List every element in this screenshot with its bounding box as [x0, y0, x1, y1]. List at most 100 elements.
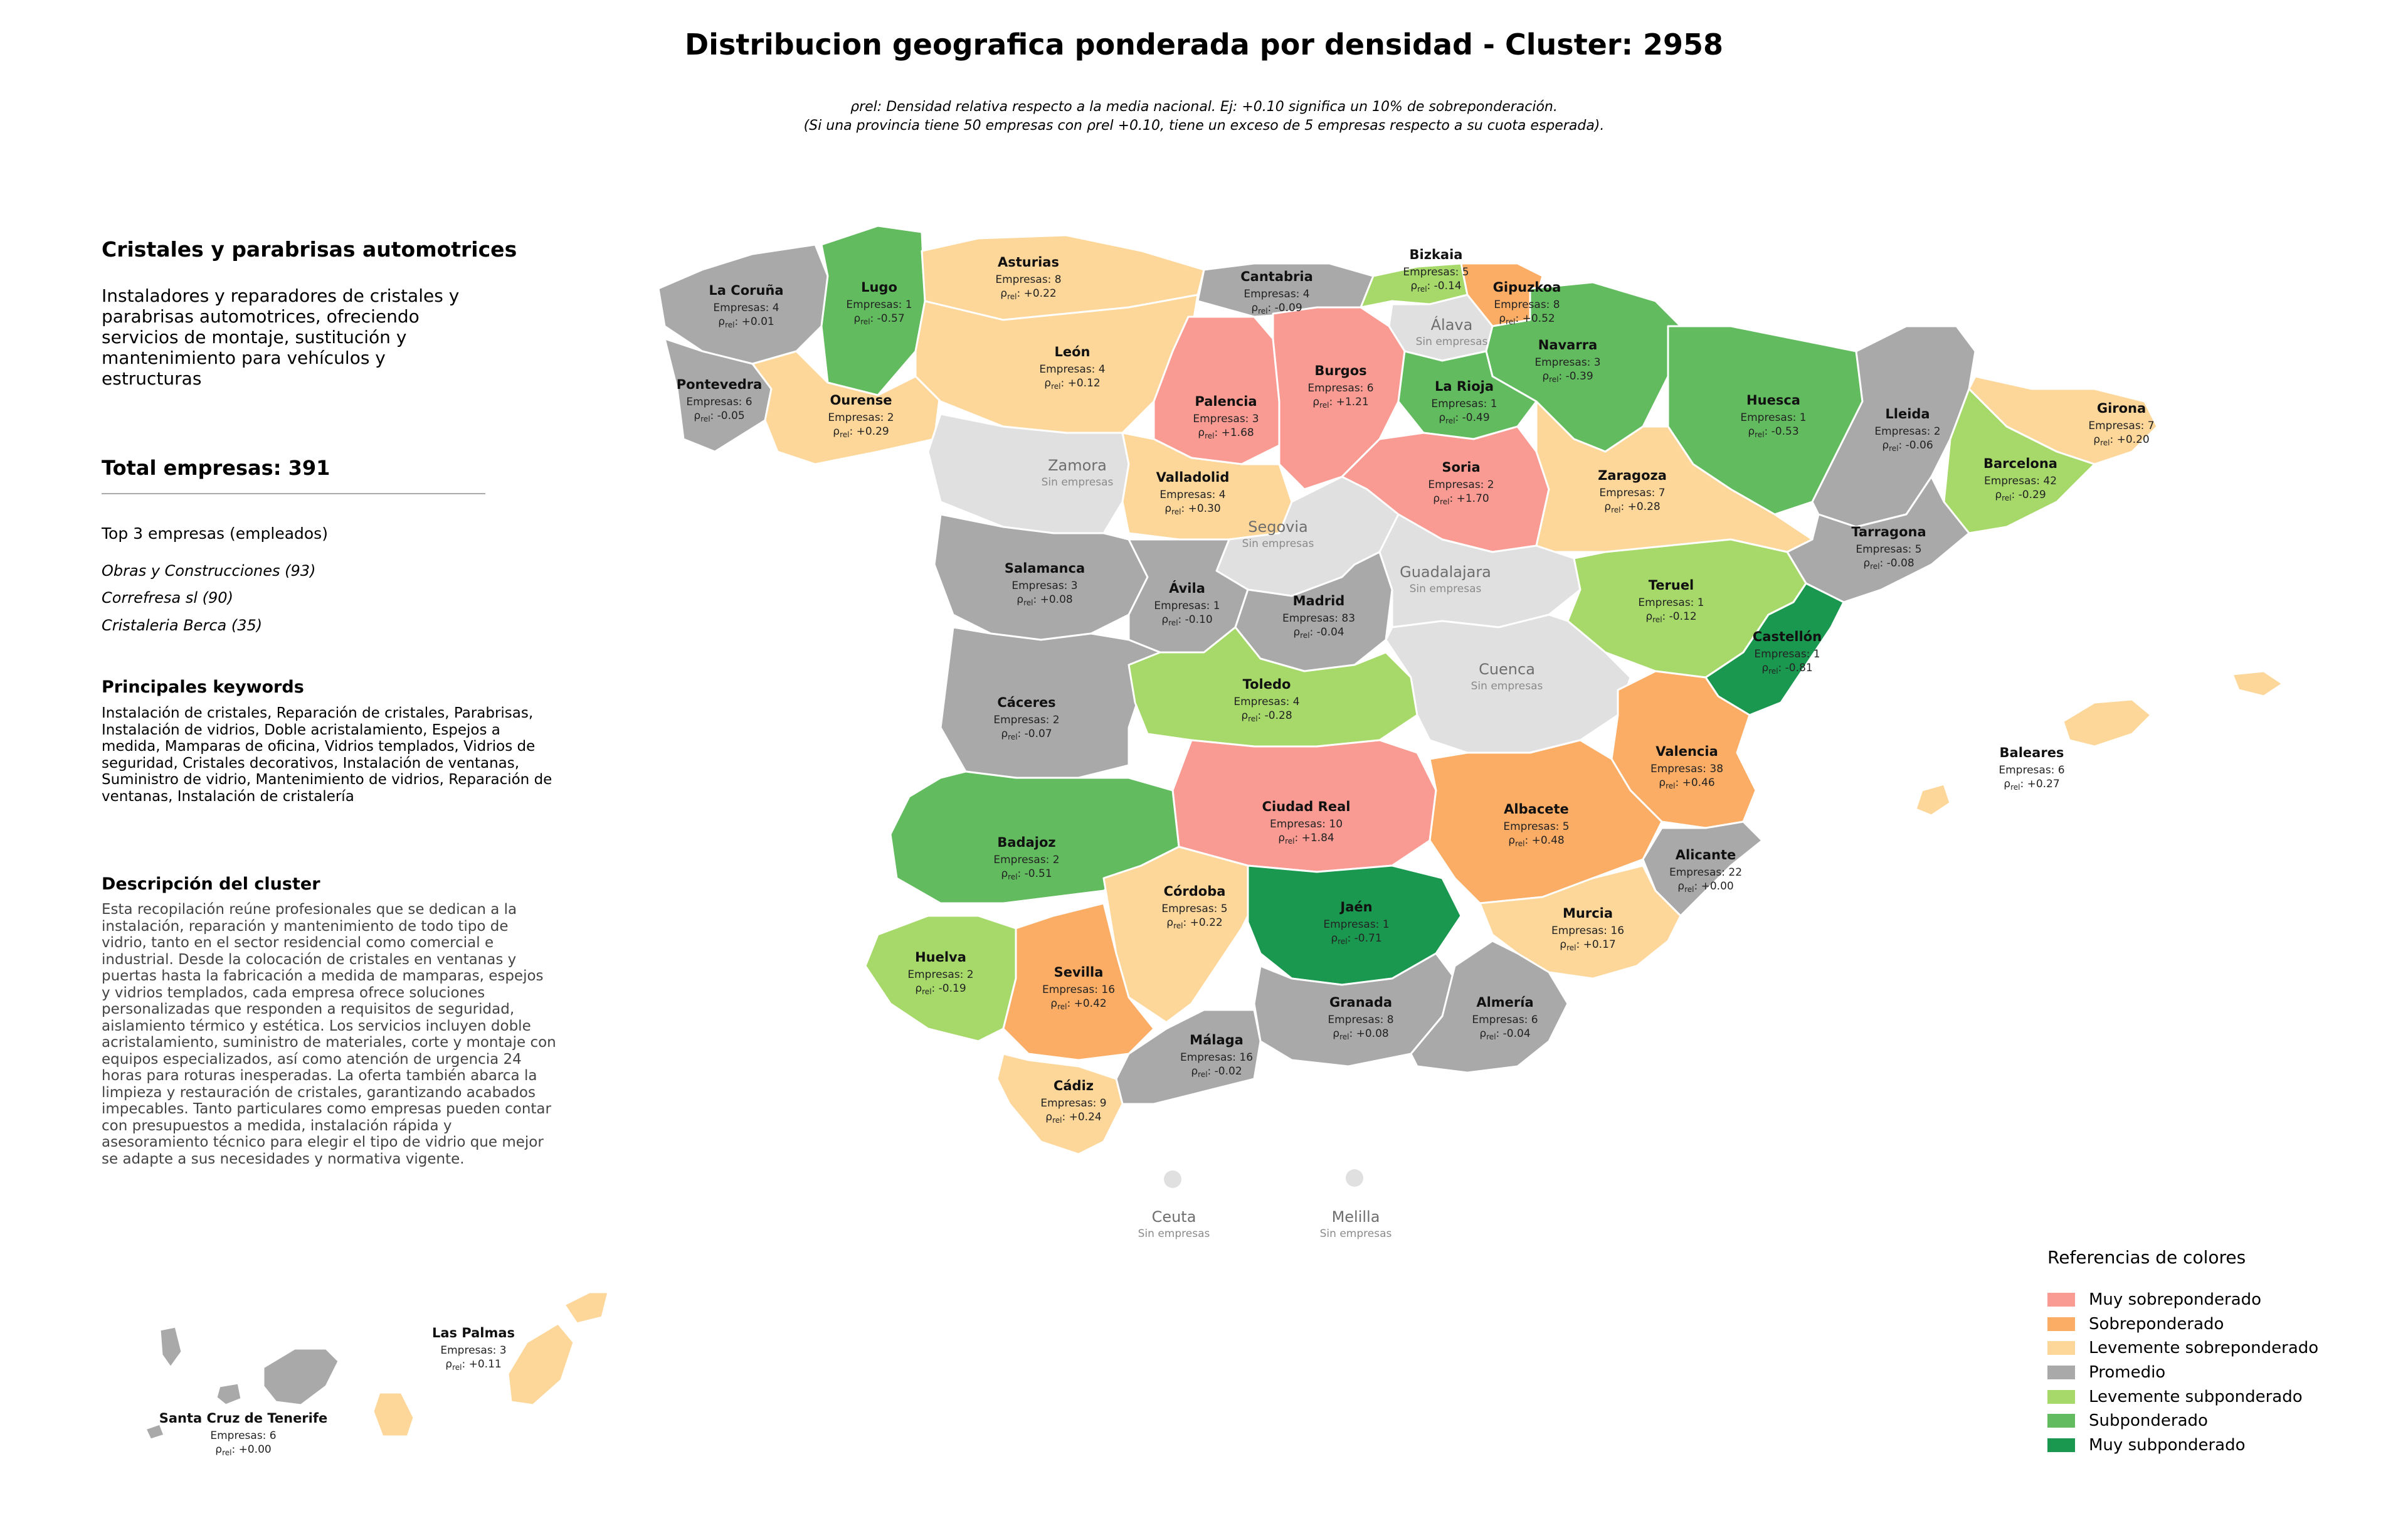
legend-label: Levemente subponderado [2089, 1387, 2303, 1406]
label-rho-zaragoza: ρrel: +0.28 [1604, 501, 1660, 514]
legend-swatch [2047, 1438, 2075, 1452]
label-empresas-huesca: Empresas: 1 [1740, 411, 1806, 424]
label-name-las-palmas: Las Palmas [432, 1325, 515, 1340]
label-rho-las-palmas: ρrel: +0.11 [445, 1358, 501, 1372]
chart-title: Distribucion geografica ponderada por de… [685, 28, 1723, 61]
label-name-murcia: Murcia [1563, 906, 1613, 921]
region-melilla [1346, 1169, 1363, 1187]
label-name-castellon: Castellón [1753, 629, 1822, 644]
label-name-badajoz: Badajoz [997, 835, 1055, 850]
region-baleares [1914, 783, 1951, 817]
label-empresas-la-coruna: Empresas: 4 [713, 302, 779, 314]
label-empresas-malaga: Empresas: 16 [1180, 1051, 1253, 1064]
label-no-data-melilla: Sin empresas [1320, 1228, 1392, 1240]
region-santa-cruz-de-tenerife [144, 1423, 166, 1441]
province-regions [144, 225, 2284, 1441]
label-name-malaga: Málaga [1190, 1032, 1244, 1048]
label-empresas-pontevedra: Empresas: 6 [686, 396, 752, 408]
label-name-ceuta: Ceuta [1152, 1208, 1196, 1226]
keywords-text: Instalación de cristales, Reparación de … [102, 705, 552, 805]
label-name-asturias: Asturias [998, 255, 1059, 270]
label-name-madrid: Madrid [1293, 593, 1345, 608]
label-name-zamora: Zamora [1048, 457, 1107, 474]
label-empresas-avila: Empresas: 1 [1154, 600, 1220, 612]
label-empresas-almeria: Empresas: 6 [1472, 1014, 1538, 1026]
label-name-granada: Granada [1329, 995, 1392, 1010]
region-santa-cruz-de-tenerife [262, 1347, 340, 1406]
label-name-la-coruna: La Coruña [709, 283, 783, 298]
label-name-alicante: Alicante [1676, 847, 1736, 862]
label-no-data-alava: Sin empresas [1416, 336, 1488, 348]
label-empresas-leon: Empresas: 4 [1039, 363, 1105, 376]
label-name-avila: Ávila [1169, 580, 1205, 596]
cluster-heading: Cristales y parabrisas automotrices [102, 237, 517, 262]
label-name-bizkaia: Bizkaia [1410, 247, 1463, 262]
label-empresas-albacete: Empresas: 5 [1503, 820, 1569, 833]
label-no-data-ceuta: Sin empresas [1138, 1228, 1210, 1240]
label-empresas-sevilla: Empresas: 16 [1042, 984, 1115, 996]
label-name-valencia: Valencia [1656, 744, 1718, 759]
cluster-description-title: Descripción del cluster [102, 874, 320, 894]
legend-swatch [2047, 1341, 2075, 1356]
label-name-huelva: Huelva [915, 950, 966, 965]
label-empresas-las-palmas: Empresas: 3 [440, 1344, 506, 1357]
label-empresas-tarragona: Empresas: 5 [1856, 543, 1921, 556]
label-name-almeria: Almería [1476, 995, 1533, 1010]
label-name-leon: León [1054, 344, 1090, 359]
label-empresas-ourense: Empresas: 2 [828, 411, 894, 424]
label-no-data-zamora: Sin empresas [1042, 476, 1114, 489]
region-las-palmas [372, 1391, 415, 1438]
label-empresas-barcelona: Empresas: 42 [1984, 475, 2057, 487]
label-no-data-segovia: Sin empresas [1242, 538, 1314, 550]
legend-item: Subponderado [2047, 1409, 2374, 1433]
label-empresas-granada: Empresas: 8 [1328, 1014, 1393, 1026]
region-baleares [2231, 670, 2284, 698]
legend-item: Levemente subponderado [2047, 1384, 2374, 1409]
label-name-cuenca: Cuenca [1479, 661, 1535, 678]
label-empresas-madrid: Empresas: 83 [1282, 612, 1355, 625]
top3-title: Top 3 empresas (empleados) [102, 524, 328, 543]
label-rho-badajoz: ρrel: -0.51 [1001, 867, 1052, 881]
label-name-salamanca: Salamanca [1005, 561, 1085, 576]
label-name-la-rioja: La Rioja [1435, 379, 1494, 394]
label-empresas-la-rioja: Empresas: 1 [1431, 398, 1497, 410]
region-salamanca [933, 513, 1149, 641]
label-empresas-zaragoza: Empresas: 7 [1599, 487, 1665, 499]
legend-swatch [2047, 1414, 2075, 1428]
label-name-cordoba: Córdoba [1164, 884, 1226, 899]
label-empresas-valencia: Empresas: 38 [1650, 763, 1723, 775]
region-las-palmas [563, 1291, 610, 1325]
label-empresas-valladolid: Empresas: 4 [1159, 489, 1225, 501]
region-ceuta [1164, 1170, 1181, 1188]
legend-label: Promedio [2089, 1363, 2166, 1382]
label-name-valladolid: Valladolid [1156, 470, 1230, 485]
region-leon [914, 294, 1199, 434]
label-no-data-guadalajara: Sin empresas [1410, 583, 1482, 595]
region-almeria [1410, 940, 1569, 1074]
subtitle-line-1: ρrel: Densidad relativa respecto a la me… [850, 99, 1558, 115]
region-santa-cruz-de-tenerife [159, 1325, 183, 1369]
cluster-short-description: Instaladores y reparadores de cristales … [102, 285, 460, 389]
label-name-teruel: Teruel [1649, 578, 1694, 593]
label-name-cadiz: Cádiz [1054, 1078, 1094, 1093]
region-lugo [820, 225, 926, 396]
region-barcelona [1943, 388, 2096, 534]
label-name-cantabria: Cantabria [1240, 269, 1313, 284]
label-empresas-baleares: Empresas: 6 [1999, 764, 2064, 777]
top3-item-3: Cristaleria Berca (35) [102, 617, 263, 634]
label-name-tarragona: Tarragona [1851, 524, 1926, 539]
top3-item-1: Obras y Construcciones (93) [102, 562, 316, 580]
label-empresas-badajoz: Empresas: 2 [993, 854, 1059, 866]
region-las-palmas [507, 1322, 575, 1406]
label-empresas-alicante: Empresas: 22 [1669, 866, 1742, 879]
label-empresas-murcia: Empresas: 16 [1551, 925, 1624, 937]
label-empresas-navarra: Empresas: 3 [1534, 356, 1600, 369]
subtitle-line-2: (Si una provincia tiene 50 empresas con … [803, 118, 1605, 134]
label-empresas-castellon: Empresas: 1 [1754, 648, 1820, 661]
legend-swatch [2047, 1317, 2075, 1331]
legend-swatch [2047, 1293, 2075, 1307]
legend-swatch [2047, 1366, 2075, 1380]
legend-item: Promedio [2047, 1361, 2374, 1385]
